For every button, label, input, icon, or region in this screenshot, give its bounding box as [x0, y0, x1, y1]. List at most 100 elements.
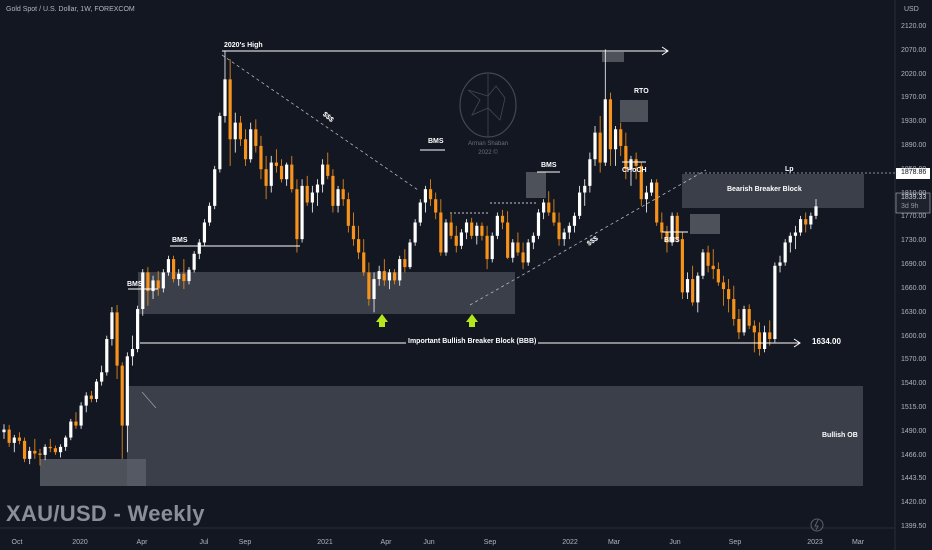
candle-body [727, 289, 731, 300]
candle-body [74, 421, 78, 426]
price-tick-label: 1930.00 [901, 118, 927, 126]
candle-body [223, 79, 227, 116]
candle-body [362, 252, 366, 273]
candle-body [747, 309, 751, 326]
candle-body [603, 99, 607, 163]
candle-body [629, 159, 633, 170]
lightning-icon[interactable] [810, 518, 824, 532]
annotation-bms-5: BMS [664, 237, 680, 244]
price-tick-label: 1660.00 [901, 284, 927, 292]
candle-body [526, 242, 530, 263]
candle-body [624, 145, 628, 170]
candle-body [752, 325, 756, 333]
candle-body [69, 421, 73, 438]
price-tick-label: 2020.00 [901, 70, 927, 78]
candle-body [773, 265, 777, 340]
candle-body [341, 189, 345, 200]
price-tick-label: 1850.00 [901, 165, 927, 173]
last-price-label: 1839.33 [901, 194, 927, 201]
annotation-bms-2: BMS [172, 237, 188, 244]
candle-body [166, 259, 171, 273]
candle-body [177, 273, 181, 280]
candles-layer [2, 49, 818, 466]
candle-body [428, 189, 433, 200]
candle-body [495, 215, 499, 236]
bearish-breaker-block-zone [682, 174, 864, 208]
candle-body [578, 192, 582, 216]
time-tick-label: 2020 [72, 539, 88, 546]
time-tick-label: Jul [199, 539, 209, 546]
candle-body [115, 312, 119, 366]
brain-network [467, 85, 506, 121]
candle-body [449, 222, 453, 236]
candle-body [423, 189, 428, 203]
candle-body [418, 202, 422, 223]
bullish-ob-origin-box [40, 459, 146, 486]
annotation-choch: CHoCH [622, 167, 647, 174]
pointer-arrow [141, 391, 157, 409]
logo-name: Arman Shaban [467, 141, 509, 147]
candle-body [310, 192, 314, 203]
annotation-bearish-breaker-block: Bearish Breaker Block [727, 186, 802, 193]
candle-body [377, 271, 381, 280]
candle-body [562, 232, 566, 240]
candle-body [500, 215, 505, 223]
price-tick-label: 1490.00 [901, 427, 927, 435]
bbb-arrowhead [793, 338, 801, 348]
candle-body [58, 446, 63, 453]
price-tick-label: 2120.00 [901, 23, 927, 30]
candle-body [130, 348, 135, 357]
price-tick-label: 1420.00 [901, 499, 927, 507]
bms-box-2 [690, 214, 720, 234]
annotation-bullish-ob: Bullish OB [822, 432, 858, 439]
time-tick-label: Oct [11, 539, 23, 546]
candle-body [202, 222, 207, 243]
candle-body [680, 239, 684, 293]
candle-body [197, 242, 201, 254]
candle-body [161, 272, 165, 289]
price-tick-label: 1443.50 [901, 475, 927, 483]
candle-body [572, 215, 577, 226]
lightning-icon-bolt [814, 519, 819, 531]
currency-label: USD [904, 6, 919, 13]
candle-body [346, 199, 350, 226]
candle-body [742, 309, 746, 333]
candle-body [783, 242, 787, 263]
candle-body [315, 184, 320, 193]
candle-body [649, 182, 654, 193]
candle-body [7, 429, 11, 443]
candle-body [192, 253, 196, 270]
price-tick-label: 1970.00 [901, 94, 927, 102]
candle-body [357, 239, 361, 253]
time-tick-label: 2023 [807, 539, 823, 546]
candle-body [454, 235, 458, 246]
candle-body [182, 273, 186, 282]
candle-body [136, 309, 140, 349]
zones-layer [40, 52, 864, 486]
candle-body [660, 222, 664, 233]
price-tick-label: 1570.00 [901, 356, 927, 364]
time-tick-label: 2022 [562, 539, 578, 546]
candle-body [665, 232, 669, 243]
candle-body [485, 235, 489, 260]
time-tick-label: Apr [136, 539, 148, 546]
high-2020-arrowhead [661, 46, 669, 56]
time-tick-label: Jun [423, 539, 435, 546]
candle-body [141, 272, 145, 310]
candle-body [552, 212, 556, 223]
candle-body [531, 235, 535, 243]
candle-body [793, 232, 798, 236]
logo-year: 2022 © [478, 150, 498, 156]
candle-body [336, 189, 340, 206]
annotation-bms-4: BMS [541, 162, 557, 169]
candle-body [644, 192, 648, 200]
candle-body [151, 280, 155, 292]
annotation-bms-3: BMS [428, 138, 444, 145]
annotation-1634: 1634.00 [812, 337, 841, 346]
annotation-bms-1: BMS [127, 281, 143, 288]
candle-body [588, 159, 592, 186]
candle-body [413, 222, 417, 243]
time-tick-label: Mar [851, 539, 865, 546]
candle-body [470, 222, 474, 236]
